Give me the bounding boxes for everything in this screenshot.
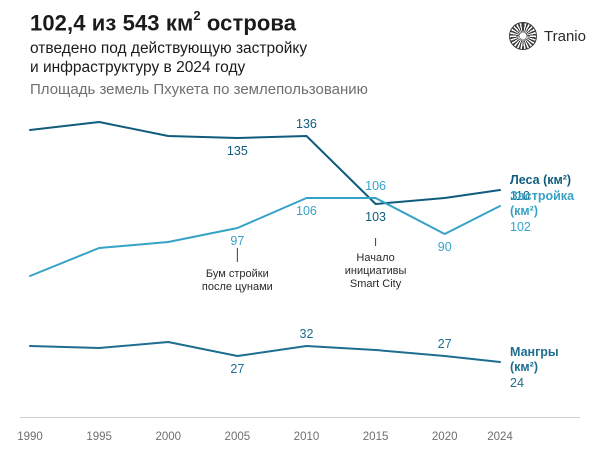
- data-label-mangrove: 27: [438, 337, 452, 351]
- data-label-built: 106: [296, 204, 317, 218]
- x-tick-label: 2005: [225, 431, 251, 443]
- data-label-built: 90: [438, 240, 452, 254]
- headline-main: 102,4 из 543 км: [30, 10, 194, 36]
- data-label-built: 106: [365, 179, 386, 193]
- headline-tail: острова: [200, 10, 297, 36]
- annotation-text: после цунами: [202, 281, 273, 293]
- headline: 102,4 из 543 км2 острова: [30, 8, 297, 36]
- x-tick-label: 2000: [155, 431, 181, 443]
- end-label-built: (км²): [510, 204, 538, 218]
- end-label-forest: Леса (км²): [510, 173, 571, 187]
- x-tick-label: 2020: [432, 431, 458, 443]
- x-tick-label: 2024: [487, 431, 513, 443]
- data-label-forest: 136: [296, 117, 317, 131]
- brand: Tranio: [509, 22, 586, 50]
- end-value-mangrove: 24: [510, 376, 524, 390]
- x-axis-baseline: [20, 417, 580, 418]
- x-tick-label: 2010: [294, 431, 320, 443]
- data-label-mangrove: 27: [230, 362, 244, 376]
- annotation-text: Smart City: [350, 278, 402, 290]
- series-line-built: [29, 197, 501, 277]
- annotation-text: инициативы: [345, 265, 407, 277]
- series-line-mangrove: [29, 341, 501, 363]
- chart-title: Площадь земель Пхукета по землепользован…: [30, 81, 368, 98]
- subhead-line-2: и инфраструктуру в 2024 году: [30, 59, 246, 76]
- data-label-mangrove: 32: [300, 327, 314, 341]
- brand-name: Tranio: [544, 27, 586, 45]
- x-tick-label: 1995: [86, 431, 112, 443]
- data-label-forest: 135: [227, 144, 248, 158]
- subhead: отведено под действующую застройку и инф…: [30, 39, 307, 77]
- annotation-text: Бум стройки: [206, 268, 269, 280]
- end-value-built: 102: [510, 220, 531, 234]
- end-label-mangrove: Мангры: [510, 345, 559, 359]
- series-line-forest: [29, 121, 501, 205]
- data-label-forest: 103: [365, 210, 386, 224]
- annotation-text: Начало: [356, 252, 394, 264]
- data-label-built: 97: [230, 234, 244, 248]
- x-tick-label: 2015: [363, 431, 389, 443]
- headline-superscript: 2: [193, 8, 201, 23]
- end-label-built: Застройка: [510, 189, 575, 203]
- end-value-forest: 110: [510, 189, 530, 203]
- subhead-line-1: отведено под действующую застройку: [30, 40, 308, 57]
- x-tick-label: 1990: [17, 431, 43, 443]
- end-label-mangrove: (км²): [510, 360, 538, 374]
- tranio-logo-icon: [509, 22, 537, 50]
